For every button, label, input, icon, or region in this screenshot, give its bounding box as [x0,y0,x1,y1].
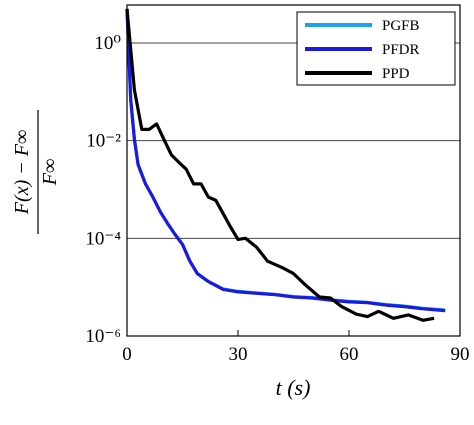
data-line [125,8,435,322]
y-tick-label: 10⁻² [86,131,121,152]
data-line [125,8,446,313]
y-tick-label: 10⁻⁶ [85,326,121,347]
x-tick-label: 60 [340,344,359,365]
plot-frame [126,4,461,337]
x-tick-label: 0 [122,344,132,365]
y-tick-label: 10⁰ [94,33,121,54]
y-axis-label: F(x) − F∞ F∞ [11,110,61,234]
x-axis-label: t (s) [276,375,311,400]
legend-label: PFDR [382,42,420,58]
x-tick-label: 30 [229,344,248,365]
y-label-denominator: F∞ [39,159,61,186]
y-tick-label: 10⁻⁴ [85,228,121,249]
x-tick-label: 90 [451,344,470,365]
legend-label: PGFB [382,18,420,34]
legend-label: PPD [382,66,410,82]
y-label-numerator: F(x) − F∞ [11,130,33,215]
